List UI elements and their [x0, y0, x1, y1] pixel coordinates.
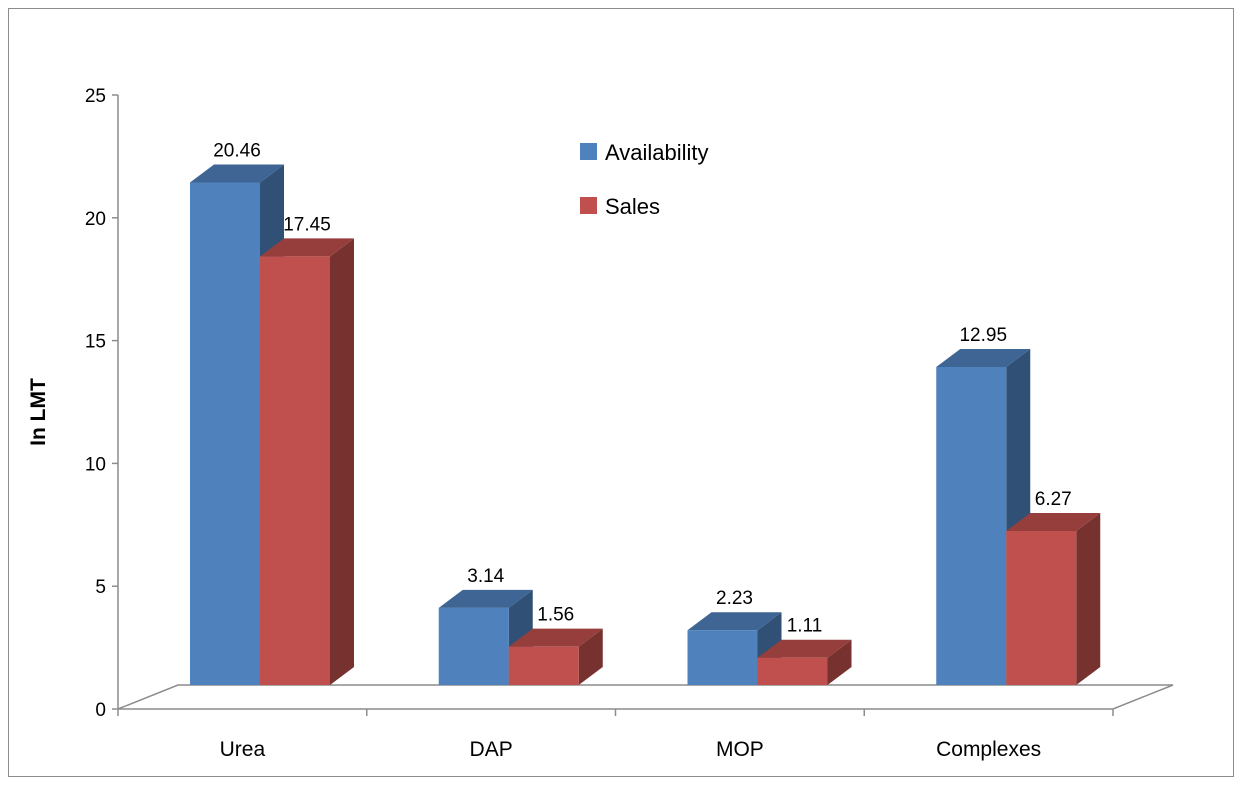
chart-bars — [190, 164, 1101, 686]
bar-sales-urea — [260, 238, 354, 686]
bar-top — [936, 348, 1031, 367]
x-category-label: DAP — [470, 738, 513, 761]
y-tick-label: 10 — [85, 454, 106, 475]
bar-sales-mop — [757, 639, 852, 685]
bar-top — [190, 164, 284, 183]
chart-axes: 0 5 10 15 20 25 Urea DAP MOP Complexes — [85, 86, 1174, 761]
bar-front — [508, 646, 579, 685]
chart-legend: Availability Sales — [580, 140, 709, 219]
bar-side — [827, 639, 852, 685]
bar-sales-complexes — [1006, 513, 1101, 685]
legend-label-sales: Sales — [605, 194, 660, 219]
data-label: 20.46 — [213, 141, 261, 162]
y-axis-title: In LMT — [27, 378, 50, 446]
legend-swatch-availability — [580, 143, 597, 160]
bar-front — [687, 630, 758, 685]
bar-top — [508, 628, 603, 647]
chart-labels: 20.46 3.14 2.23 12.95 17.45 1.56 1.11 6.27 — [213, 141, 1072, 637]
bar-top — [438, 589, 533, 608]
bar-front — [757, 657, 828, 685]
data-label: 17.45 — [283, 214, 331, 235]
y-tick-label: 20 — [85, 209, 106, 230]
bar-side — [1076, 513, 1101, 685]
data-label: 1.56 — [537, 605, 574, 626]
legend-label-availability: Availability — [605, 140, 709, 165]
bar-side — [330, 238, 354, 686]
data-label: 6.27 — [1035, 489, 1072, 510]
data-label: 3.14 — [467, 566, 504, 587]
bar-front — [260, 256, 330, 685]
x-category-label: Urea — [220, 738, 266, 761]
bar-front — [190, 182, 260, 686]
y-tick-label: 15 — [85, 332, 106, 353]
x-category-label: Complexes — [936, 738, 1041, 761]
data-label: 12.95 — [959, 325, 1007, 346]
bar-front — [936, 366, 1007, 685]
bar-top — [687, 612, 782, 631]
x-category-label: MOP — [716, 738, 764, 761]
y-tick-label: 25 — [85, 86, 106, 107]
data-label: 2.23 — [716, 588, 753, 609]
bar-sales-dap — [508, 628, 603, 685]
bar-side — [578, 628, 603, 685]
y-tick-label: 5 — [95, 577, 106, 598]
chart-floor — [117, 684, 1174, 710]
bar-top — [1006, 513, 1101, 532]
bar-front — [438, 607, 509, 685]
bar-top — [260, 238, 354, 257]
data-label: 1.11 — [787, 616, 823, 637]
y-tick-label: 0 — [95, 700, 106, 721]
bar-front — [1006, 531, 1077, 685]
legend-swatch-sales — [580, 197, 597, 214]
bar-top — [757, 639, 852, 658]
